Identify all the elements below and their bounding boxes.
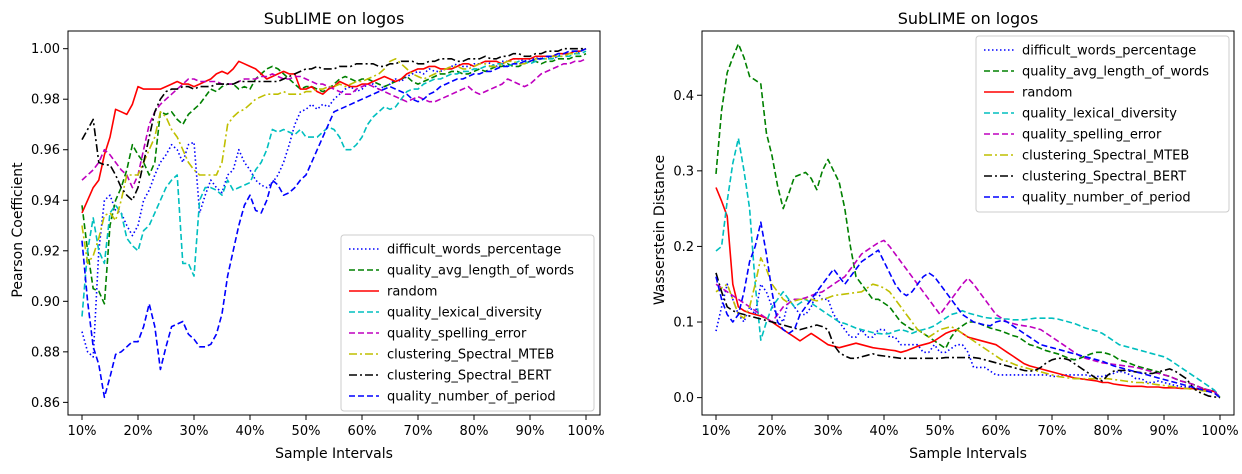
legend: difficult_words_percentage quality_avg_le…	[975, 35, 1230, 213]
legend: difficult_words_percentage quality_avg_le…	[340, 234, 595, 412]
x-tick-label: 70%	[404, 424, 433, 439]
legend-label: quality_lexical_diversity	[387, 306, 542, 321]
series-line-quality_number_of_period	[715, 221, 1221, 399]
tick-group: 10% 20% 30% 40% 50% 60% 70% 80% 90% 100% 0.86 0.88 0…	[31, 42, 605, 439]
y-axis-label: Pearson Coefficient	[10, 162, 26, 298]
y-tick-label: 0.90	[31, 295, 60, 310]
series-line-difficult_words_percentage	[715, 283, 1221, 399]
chart-pearson: SubLIME on logos Sample Intervals Pearso…	[10, 9, 605, 462]
x-axis-label: Sample Intervals	[909, 446, 1027, 462]
x-tick-label: 60%	[982, 424, 1011, 439]
x-axis-label: Sample Intervals	[275, 446, 393, 462]
chart-title: SubLIME on logos	[264, 9, 405, 28]
x-tick-label: 10%	[68, 424, 97, 439]
x-tick-label: 40%	[236, 424, 265, 439]
y-tick-label: 0.86	[31, 396, 60, 411]
legend-label: quality_avg_length_of_words	[1022, 65, 1209, 80]
series-line-clustering_Spectral_BERT	[715, 272, 1221, 399]
x-tick-label: 50%	[292, 424, 321, 439]
y-axis-label: Wasserstein Distance	[652, 155, 668, 305]
legend-label: clustering_Spectral_MTEB	[387, 348, 554, 363]
x-tick-label: 80%	[1094, 424, 1123, 439]
legend-label: quality_avg_length_of_words	[387, 264, 574, 279]
x-tick-label: 90%	[516, 424, 545, 439]
y-tick-label: 0.4	[673, 89, 694, 104]
x-tick-label: 50%	[926, 424, 955, 439]
legend-label: quality_spelling_error	[387, 327, 527, 342]
y-tick-label: 0.3	[673, 164, 694, 179]
x-tick-label: 80%	[460, 424, 489, 439]
x-tick-label: 20%	[124, 424, 153, 439]
legend-frame	[975, 35, 1230, 213]
legend-label: quality_number_of_period	[1022, 191, 1191, 206]
x-tick-label: 100%	[567, 424, 604, 439]
series-line-clustering_Spectral_BERT	[81, 47, 586, 202]
legend-label: clustering_Spectral_MTEB	[1022, 149, 1189, 164]
x-tick-label: 90%	[1150, 424, 1179, 439]
series-group	[81, 47, 587, 399]
x-tick-label: 20%	[758, 424, 787, 439]
y-tick-label: 0.92	[31, 244, 60, 259]
series-line-clustering_Spectral_MTEB	[715, 256, 1221, 399]
x-tick-label: 70%	[1038, 424, 1067, 439]
y-tick-label: 0.94	[31, 194, 60, 209]
legend-label: random	[1022, 86, 1072, 101]
legend-frame	[340, 234, 595, 412]
plot-frame	[67, 30, 601, 416]
series-line-quality_avg_length_of_words	[715, 43, 1221, 399]
y-tick-label: 0.96	[31, 143, 60, 158]
legend-label: difficult_words_percentage	[1022, 44, 1196, 59]
chart-wasserstein: SubLIME on logos Sample Intervals Wasser…	[652, 9, 1239, 462]
series-group	[715, 43, 1221, 399]
series-line-quality_lexical_diversity	[715, 137, 1221, 399]
x-tick-label: 40%	[870, 424, 899, 439]
legend-label: clustering_Spectral_BERT	[1022, 170, 1186, 185]
y-tick-label: 0.88	[31, 345, 60, 360]
y-tick-label: 0.1	[673, 316, 694, 331]
legend-label: quality_spelling_error	[1022, 128, 1162, 143]
x-tick-label: 100%	[1201, 424, 1238, 439]
series-line-quality_lexical_diversity	[81, 50, 587, 317]
x-tick-label: 30%	[814, 424, 843, 439]
series-line-quality_spelling_error	[81, 58, 587, 189]
series-line-quality_spelling_error	[715, 239, 1221, 399]
plot-frame	[701, 30, 1235, 416]
legend-label: random	[387, 285, 437, 300]
legend-label: quality_lexical_diversity	[1022, 107, 1177, 122]
y-tick-label: 0.2	[673, 240, 694, 255]
y-tick-label: 0.98	[31, 93, 60, 108]
series-line-random	[715, 187, 1221, 399]
x-tick-label: 10%	[702, 424, 731, 439]
series-line-quality_avg_length_of_words	[81, 52, 587, 305]
series-line-difficult_words_percentage	[81, 47, 587, 358]
legend-label: clustering_Spectral_BERT	[387, 369, 551, 384]
series-line-quality_number_of_period	[81, 47, 587, 399]
chart-title: SubLIME on logos	[898, 9, 1039, 28]
legend-label: quality_number_of_period	[387, 390, 556, 405]
legend-label: difficult_words_percentage	[387, 243, 561, 258]
y-tick-label: 0.0	[673, 391, 694, 406]
x-tick-label: 30%	[180, 424, 209, 439]
tick-group: 10% 20% 30% 40% 50% 60% 70% 80% 90% 100% 0.0 0.1 0.2…	[673, 89, 1238, 439]
x-tick-label: 60%	[348, 424, 377, 439]
y-tick-label: 1.00	[31, 42, 60, 57]
